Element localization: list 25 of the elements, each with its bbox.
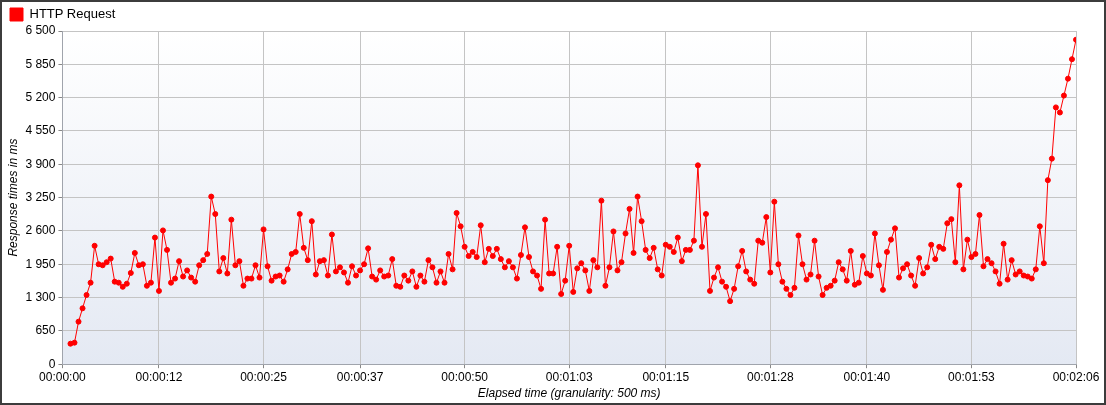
y-tick-label: 5 850 [25, 56, 56, 71]
y-axis-title: Response times in ms [5, 138, 20, 257]
legend-label: HTTP Request [29, 6, 116, 22]
x-tick-label: 00:01:28 [746, 369, 794, 384]
y-tick-label: 0 [48, 356, 56, 371]
y-tick-label: 1 300 [25, 289, 56, 304]
y-tick-label: 3 900 [25, 156, 56, 171]
x-tick-label: 00:00:50 [441, 369, 489, 384]
x-tick-label: 00:02:06 [1052, 369, 1100, 384]
x-tick-label: 00:00:00 [39, 369, 87, 384]
y-tick-label: 3 250 [25, 189, 56, 204]
y-tick-label: 2 600 [25, 223, 56, 238]
y-tick-label: 5 200 [25, 89, 56, 104]
x-tick-label: 00:01:15 [642, 369, 690, 384]
y-tick-label: 1 950 [25, 256, 56, 271]
y-tick-label: 4 550 [25, 123, 56, 138]
x-tick-label: 00:01:40 [843, 369, 891, 384]
y-tick-label: 6 500 [25, 23, 56, 38]
x-tick-label: 00:00:37 [336, 369, 384, 384]
x-axis-title: Elapsed time (granularity: 500 ms) [477, 386, 661, 401]
y-tick-label: 650 [35, 323, 56, 338]
x-tick-label: 00:00:12 [135, 369, 183, 384]
x-tick-label: 00:00:25 [240, 369, 288, 384]
x-tick-label: 00:01:03 [545, 369, 593, 384]
x-tick-label: 00:01:53 [948, 369, 996, 384]
